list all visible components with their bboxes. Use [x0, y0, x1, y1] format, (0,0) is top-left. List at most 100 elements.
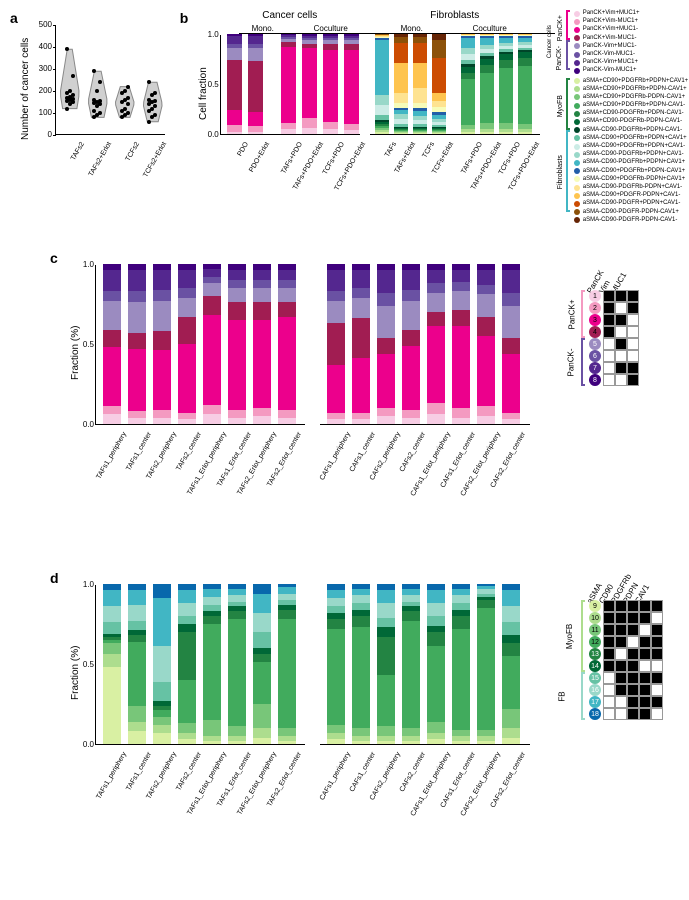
bar-segment — [377, 627, 395, 637]
bar-segment — [377, 726, 395, 736]
bar-segment — [302, 128, 317, 134]
legend-label: aSMA+CD90-PDGFRb-PDPN-CAV1- — [583, 118, 682, 125]
bar-stack — [427, 264, 445, 424]
bar-stack — [228, 264, 246, 424]
bar-segment — [178, 632, 196, 680]
matrix-cell — [651, 672, 663, 684]
bar-segment — [352, 616, 370, 627]
bar-segment — [402, 418, 420, 424]
y-tick: 0.0 — [64, 740, 94, 749]
x-tick: TAFs1_periphery — [82, 751, 128, 824]
bar-segment — [278, 410, 296, 418]
legend-label: aSMA-CD90-PDGFRb+PDPN+CAV1+ — [583, 159, 685, 166]
bar-stack — [452, 584, 470, 744]
y-tick: 0.5 — [64, 660, 94, 669]
bar-stack — [432, 34, 446, 134]
bar-segment — [153, 646, 171, 681]
bar-segment — [128, 349, 146, 411]
legend-swatch — [574, 11, 580, 17]
matrix-cell — [615, 362, 627, 374]
bar-segment — [278, 288, 296, 302]
bar-segment — [203, 405, 221, 415]
bar-segment — [253, 662, 271, 704]
bar-segment — [502, 606, 520, 622]
bar-segment — [203, 597, 221, 605]
bar-segment — [427, 722, 445, 733]
matrix-num: 17 — [589, 696, 601, 708]
x-tick: TAFs1_Erlot_center — [207, 431, 253, 504]
bar-segment — [227, 36, 242, 44]
bar-segment — [248, 112, 263, 126]
bar-segment — [502, 709, 520, 728]
matrix-num: 9 — [589, 600, 601, 612]
legend-label: aSMA+CD90-PDGFRb+PDPN-CAV1- — [583, 110, 684, 117]
bar-stack — [253, 264, 271, 424]
bar-segment — [253, 408, 271, 416]
bar-segment — [432, 133, 446, 134]
matrix-cell — [639, 600, 651, 612]
bar-segment — [377, 590, 395, 603]
bar-stack — [278, 264, 296, 424]
bar-segment — [477, 285, 495, 295]
x-tick: CAFs1_Erlot_center — [431, 751, 477, 824]
bar-segment — [278, 418, 296, 424]
matrix-row: 17 — [589, 696, 663, 708]
y-tick: 0.0 — [64, 420, 94, 429]
bar-segment — [327, 419, 345, 424]
bar-stack — [413, 34, 427, 134]
bar-segment — [502, 738, 520, 744]
matrix-num: 15 — [589, 672, 601, 684]
bar-segment — [502, 419, 520, 424]
matrix-cell — [615, 302, 627, 314]
x-tick: CAFs1_periphery — [306, 431, 352, 504]
bar-segment — [128, 731, 146, 744]
bar-segment — [377, 270, 395, 292]
bar-segment — [377, 293, 395, 306]
bar-segment — [203, 414, 221, 424]
bar-segment — [302, 118, 317, 128]
legend-item: aSMA-CD90-PDGFRb+PDPN-CAV1- — [574, 127, 689, 134]
bar-segment — [375, 95, 389, 105]
bar-segment — [427, 590, 445, 603]
legend-swatch — [574, 144, 580, 150]
bar-segment — [427, 270, 445, 283]
bar-segment — [278, 728, 296, 736]
bar-segment — [352, 728, 370, 736]
matrix-cell — [639, 624, 651, 636]
panel-a-plot: 0100200300400500TAFs2TAFs2+ErlotTCFs2TCF… — [55, 25, 165, 135]
matrix-cell — [603, 684, 615, 696]
bar-segment — [153, 598, 171, 646]
matrix-num: 4 — [589, 326, 601, 338]
bar-segment — [178, 419, 196, 424]
bar-segment — [427, 646, 445, 721]
x-tick: TAFs1_Erlot_center — [207, 751, 253, 824]
x-tick: TAFs1_center — [107, 751, 153, 824]
bar-segment — [427, 414, 445, 424]
x-tick: TAFs2_Erlot_center — [257, 431, 303, 504]
matrix-row: 4 — [589, 326, 639, 338]
data-point — [126, 85, 130, 89]
bar-stack — [128, 584, 146, 744]
legend-item: aSMA+CD90-PDGFRb+PDPN-CAV1- — [574, 110, 689, 117]
bar-segment — [502, 293, 520, 306]
x-tick: CAFs1_Erlot_center — [431, 431, 477, 504]
x-tick: CAFs2_Erlot_center — [481, 431, 527, 504]
legend-item: PanCK+Vim+MUC1- — [574, 26, 689, 33]
bar-segment — [402, 611, 420, 621]
bar-stack — [375, 34, 389, 134]
legend-item: PanCK-Vim-MUC1+ — [574, 67, 689, 74]
matrix-cell — [627, 624, 639, 636]
legend-item: aSMA-CD90-PDGFR+PDPN+CAV1- — [574, 200, 689, 207]
bar-segment — [394, 63, 408, 93]
bar-segment — [128, 270, 146, 291]
bar-segment — [153, 725, 171, 733]
bar-segment — [452, 629, 470, 730]
bar-segment — [327, 739, 345, 744]
legend-swatch — [574, 193, 580, 199]
legend-item: aSMA-CD90+PDGFRb-PDPN+CAV1+ — [574, 176, 689, 183]
bar-stack — [178, 264, 196, 424]
x-tick: CAFs1_periphery — [306, 751, 352, 824]
bar-segment — [432, 93, 446, 101]
bar-segment — [248, 61, 263, 112]
matrix-cell — [603, 600, 615, 612]
